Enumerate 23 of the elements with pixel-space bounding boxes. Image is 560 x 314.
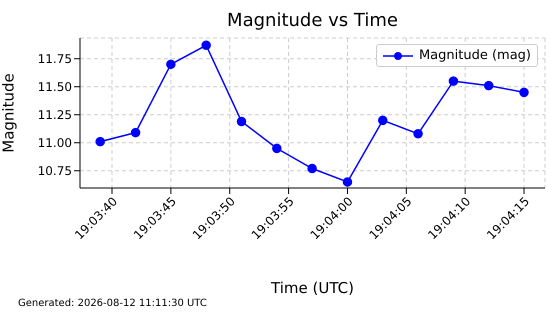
point xyxy=(519,88,529,98)
point xyxy=(201,40,211,50)
point xyxy=(166,60,176,70)
y-tick-label: 11.50 xyxy=(38,80,72,94)
y-tick-label: 11.75 xyxy=(38,52,72,66)
point xyxy=(484,80,494,90)
point xyxy=(448,76,458,86)
point xyxy=(342,177,352,187)
legend-label: Magnitude (mag) xyxy=(418,48,531,63)
point xyxy=(307,164,317,174)
point xyxy=(236,116,246,126)
y-tick-label: 10.75 xyxy=(38,164,72,178)
point xyxy=(130,128,140,138)
point xyxy=(413,129,423,139)
point xyxy=(378,116,388,126)
text: Generated: 2026-08-12 11:11:30 UTC xyxy=(18,298,207,309)
y-tick-label: 11.25 xyxy=(38,108,72,122)
y-tick-label: 11.00 xyxy=(38,136,72,150)
point xyxy=(95,136,105,146)
point xyxy=(272,144,282,154)
x-axis-title: Time (UTC) xyxy=(270,279,355,297)
chart-title: Magnitude vs Time xyxy=(226,10,399,31)
y-axis-title: Magnitude xyxy=(0,73,18,153)
